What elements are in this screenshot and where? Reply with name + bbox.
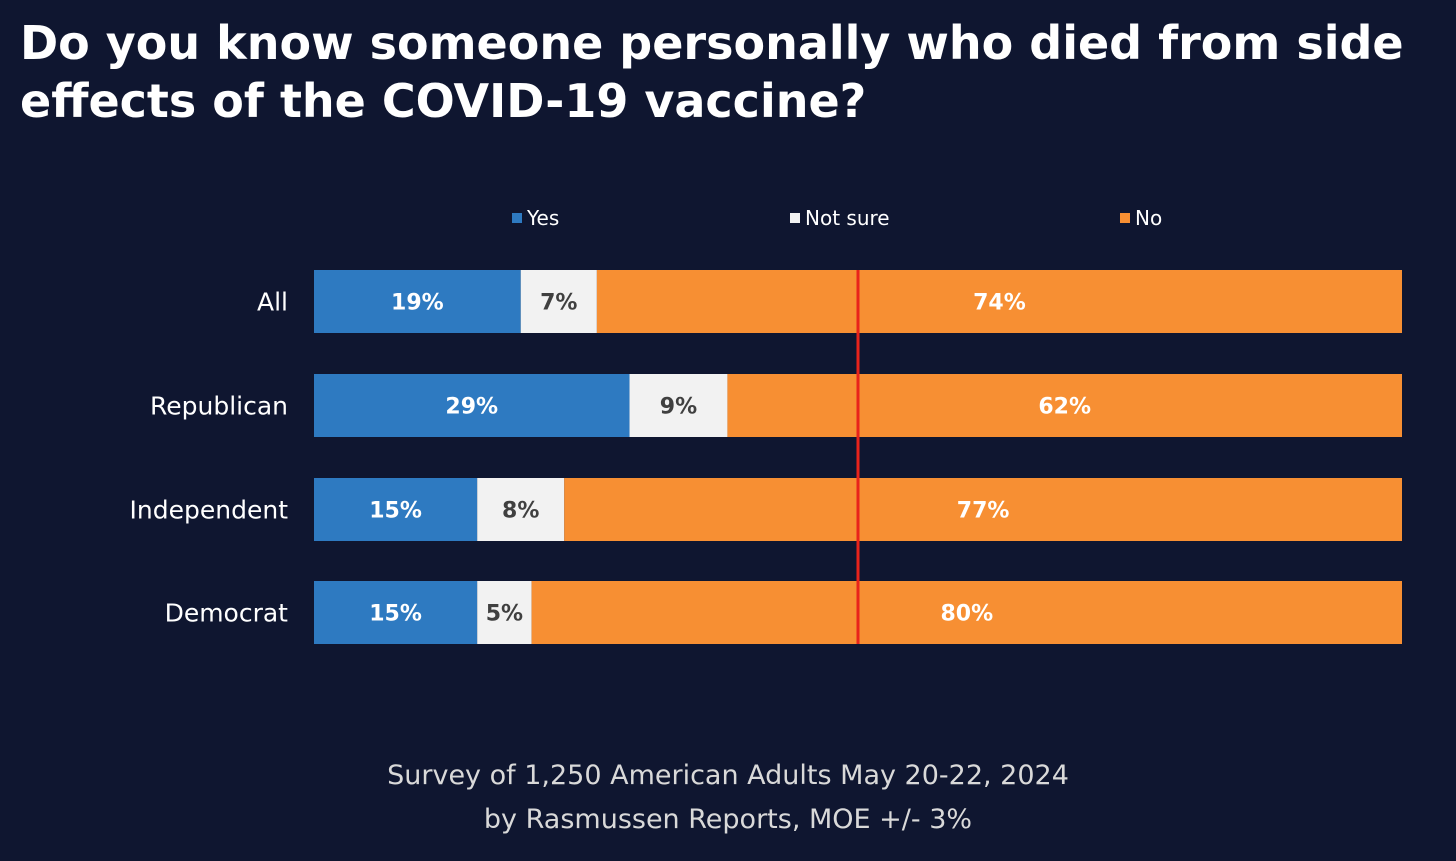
data-label: 5% (486, 602, 523, 627)
legend-label-2: No (1135, 206, 1162, 230)
bar-segment-no (564, 478, 1402, 541)
bar-segment-not-sure (477, 581, 532, 644)
bar-segment-yes (314, 581, 478, 644)
legend-label-1: Not sure (805, 206, 890, 230)
bar-segment-yes (314, 374, 630, 437)
bar-segment-yes (314, 270, 521, 333)
data-label: 8% (502, 499, 539, 524)
data-label: 74% (973, 291, 1026, 316)
category-label: Independent (130, 496, 289, 525)
data-label: 29% (445, 395, 498, 420)
data-label: 80% (940, 602, 993, 627)
legend-swatch-2 (1120, 213, 1130, 223)
bar-segment-no (531, 581, 1402, 644)
data-label: 15% (369, 602, 422, 627)
category-label: All (257, 288, 288, 317)
data-label: 19% (391, 291, 444, 316)
bar-segment-not-sure (520, 270, 597, 333)
legend-label-0: Yes (526, 206, 559, 230)
bar-segment-not-sure (629, 374, 728, 437)
data-label: 15% (369, 499, 422, 524)
bar-segment-no (727, 374, 1402, 437)
survey-note-line-1: Survey of 1,250 American Adults May 20-2… (387, 760, 1069, 791)
data-label: 62% (1038, 395, 1091, 420)
bar-segment-not-sure (477, 478, 565, 541)
survey-note-line-2: by Rasmussen Reports, MOE +/- 3% (483, 804, 973, 835)
data-label: 7% (540, 291, 577, 316)
legend-swatch-1 (790, 213, 800, 223)
bar-segment-no (596, 270, 1402, 333)
data-label: 77% (957, 499, 1010, 524)
bar-segment-yes (314, 478, 478, 541)
category-label: Republican (150, 392, 288, 421)
data-label: 9% (660, 395, 697, 420)
chart-title: Do you know someone personally who died … (20, 16, 1404, 128)
category-label: Democrat (165, 599, 289, 628)
legend-swatch-0 (512, 213, 522, 223)
